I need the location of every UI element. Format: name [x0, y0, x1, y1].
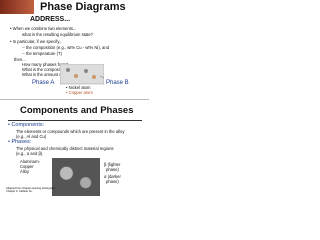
caption: Adapted from chapter-opening photograph, — [6, 187, 56, 190]
heading: ADDRESS... — [30, 16, 71, 23]
image-label: Copper — [20, 164, 34, 169]
text-line: (e.g., α and β). — [16, 151, 44, 156]
divider — [0, 99, 149, 100]
text-line: The elements or compounds which are pres… — [16, 129, 125, 134]
bullet: • Phases: — [8, 139, 32, 145]
annotation: β (lighter — [104, 162, 121, 167]
slide-title: Components and Phases — [20, 105, 134, 116]
phase-label: Phase A — [32, 80, 55, 86]
text-line: then... — [14, 57, 26, 62]
legend-entry: • Nickel atom — [66, 85, 91, 90]
slide-title: Phase Diagrams — [40, 1, 126, 13]
text-line: • In particular, if we specify... — [10, 39, 63, 44]
text-line: -- the composition (e.g., wt% Cu - wt% N… — [22, 45, 110, 50]
legend-entry: • Copper atom — [66, 90, 93, 95]
caption: Chapter 9, Callister 3e. — [6, 190, 33, 193]
image-label: Aluminum- — [20, 159, 41, 164]
corner-image — [0, 0, 34, 14]
annotation: α (darker — [104, 174, 121, 179]
annotation: phase) — [106, 179, 119, 184]
text-line: what is the resulting equilibrium state? — [22, 32, 93, 37]
slide: Components and Phases • Components: The … — [0, 100, 149, 198]
text-line: How many phases form? — [22, 62, 69, 67]
phase-label: Phase B — [106, 80, 129, 86]
text-line: • When we combine two elements... — [10, 26, 77, 31]
text-line: What is the composition of each phase? — [22, 67, 97, 72]
micrograph — [52, 158, 100, 196]
slide: Phase Diagrams ADDRESS... • When we comb… — [0, 0, 149, 98]
annotation: phase) — [106, 167, 119, 172]
bullet: • Components: — [8, 122, 45, 128]
atom-illustration — [60, 64, 104, 85]
image-label: Alloy — [20, 169, 30, 174]
text-line: -- the temperature (T) — [22, 51, 63, 56]
rule — [8, 120, 142, 121]
text-line: (e.g., Al and Cu) — [16, 134, 47, 139]
page: Phase Diagrams ADDRESS... • When we comb… — [0, 0, 149, 198]
text-line: What is the amount of each phase? — [22, 72, 88, 77]
text-line: The physical and chemically distinct mat… — [16, 146, 114, 151]
